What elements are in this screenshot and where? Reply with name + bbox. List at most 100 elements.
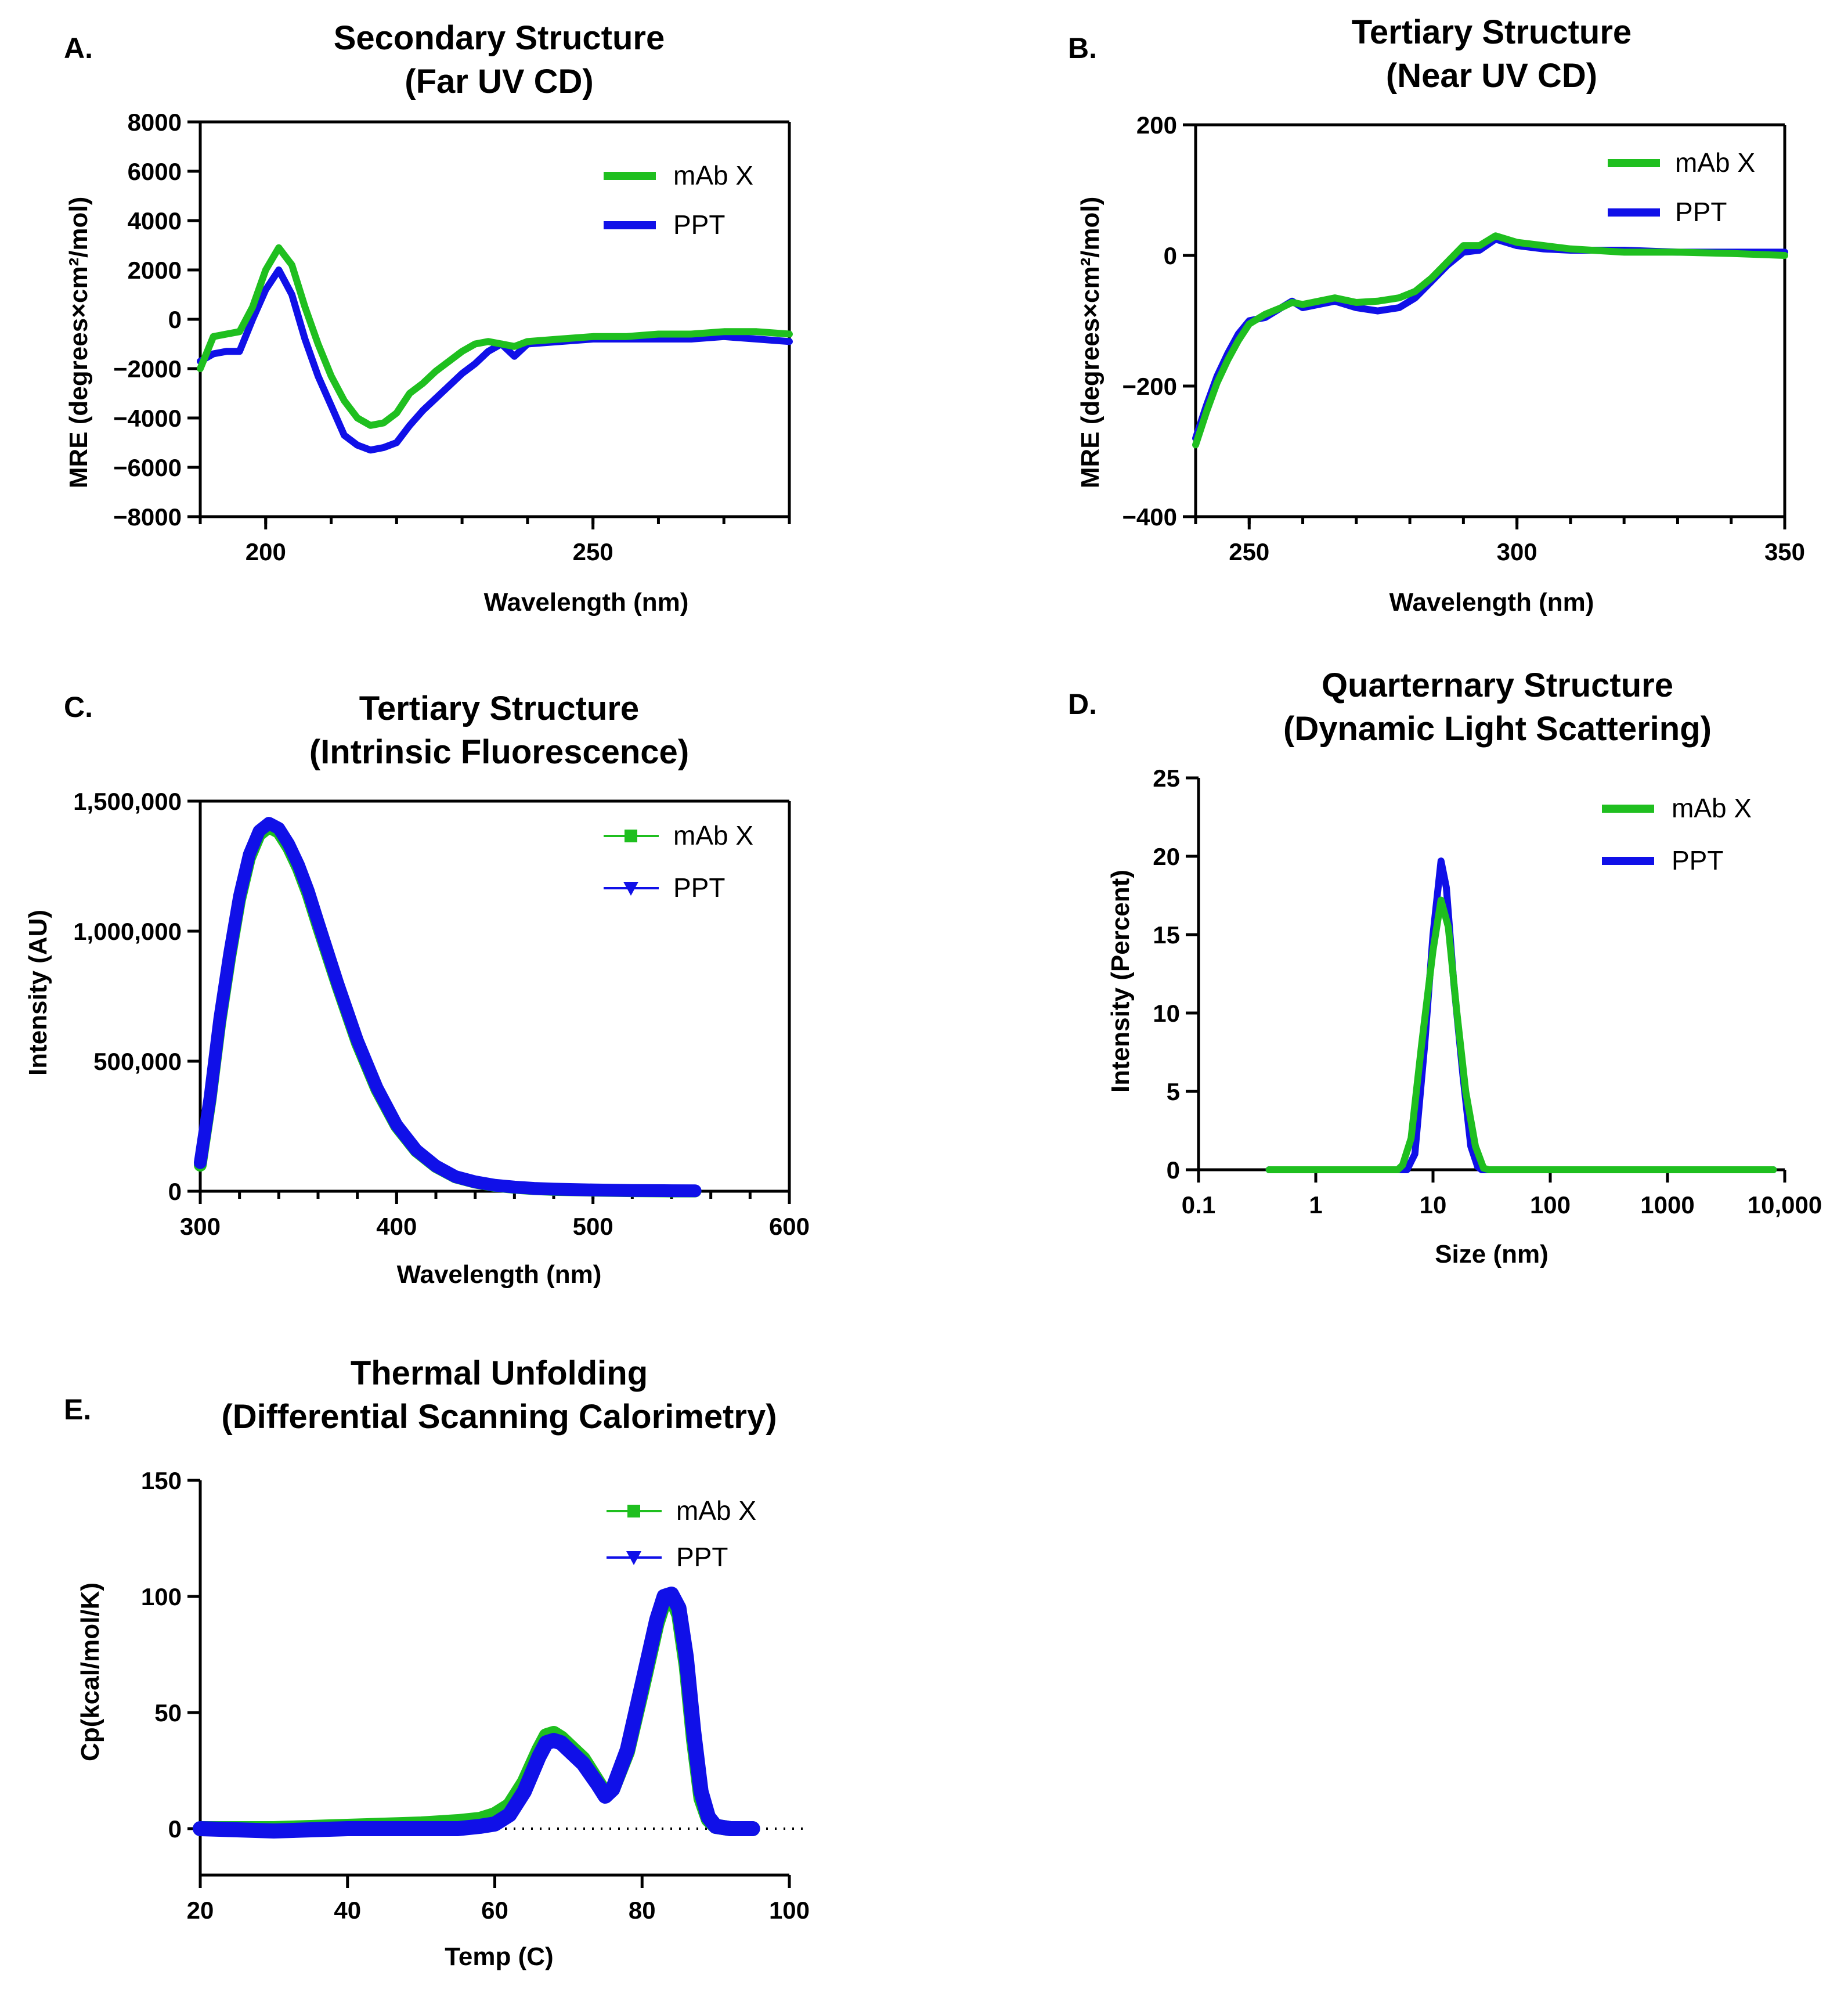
- panel-b-y-tick-label: 200: [1136, 111, 1177, 139]
- panel-b-y-tick-label: −200: [1122, 373, 1177, 400]
- panel-b-y-tick-label: 0: [1164, 242, 1177, 269]
- panel-a-x-tick-label: 200: [246, 538, 286, 565]
- panel-c-label: C.: [64, 691, 93, 723]
- panel-c-title-line1: Tertiary Structure: [359, 690, 639, 727]
- panel-e-y-tick-label: 0: [168, 1815, 182, 1843]
- panel-c-legend-marker-triangle: [623, 882, 638, 896]
- panel-e-y-tick-label: 50: [154, 1699, 182, 1726]
- panel-d-title-line2: (Dynamic Light Scattering): [1283, 710, 1712, 748]
- panel-e-x-tick-label: 40: [334, 1897, 361, 1924]
- panel-d: D. Quarternary Structure (Dynamic Light …: [1068, 666, 1822, 1268]
- panel-d-title-line1: Quarternary Structure: [1322, 666, 1673, 704]
- panel-c-y-tick-label: 0: [168, 1178, 182, 1205]
- panel-d-y-tick-label: 0: [1167, 1156, 1180, 1184]
- panel-a-y-tick-label: 4000: [128, 207, 182, 235]
- panel-c-x-tick-label: 600: [769, 1213, 810, 1240]
- panel-d-y-tick-label: 15: [1153, 921, 1180, 949]
- panel-e-label: E.: [64, 1393, 91, 1426]
- panel-e-series-ppt-line: [193, 1587, 760, 1839]
- panel-e: E. Thermal Unfolding (Differential Scann…: [64, 1354, 810, 1971]
- panel-a-y-axis-label: MRE (degrees×cm²/mol): [64, 197, 93, 488]
- panel-d-x-tick-label: 1000: [1640, 1191, 1694, 1219]
- panel-e-legend-mab: mAb X: [676, 1495, 756, 1526]
- panel-d-y-tick-label: 10: [1153, 1000, 1180, 1027]
- panel-a-y-tick-label: −6000: [113, 454, 182, 481]
- panel-e-legend-marker-triangle: [626, 1551, 641, 1565]
- panel-b-x-tick-label: 350: [1764, 538, 1805, 565]
- panel-b-title-line2: (Near UV CD): [1386, 57, 1597, 95]
- panel-e-x-tick-label: 20: [187, 1897, 214, 1924]
- panel-a-series-ppt-line: [197, 266, 793, 454]
- panel-d-y-axis-label: Intensity (Percent): [1106, 870, 1135, 1093]
- panel-d-series-ppt-line: [1265, 857, 1777, 1173]
- panel-e-legend-ppt: PPT: [676, 1542, 728, 1572]
- panel-c-y-axis-label: Intensity (AU): [24, 910, 52, 1076]
- panel-e-y-tick-label: 150: [141, 1467, 182, 1494]
- panel-d-x-tick-label: 10: [1420, 1191, 1447, 1219]
- panel-e-legend-marker-square: [627, 1505, 640, 1517]
- panel-e-y-tick-label: 100: [141, 1583, 182, 1610]
- panel-b-series-mab-x-line: [1192, 232, 1788, 449]
- panel-e-y-axis-label: Cp(kcal/mol/K): [76, 1583, 104, 1761]
- panel-c-y-tick-label: 1,500,000: [73, 788, 182, 815]
- panel-e-title-line2: (Differential Scanning Calorimetry): [221, 1398, 777, 1436]
- panel-a-legend-mab: mAb X: [673, 160, 753, 190]
- panel-c-series-ppt-line: [194, 817, 702, 1198]
- panel-c-title-line2: (Intrinsic Fluorescence): [309, 733, 689, 771]
- panel-b-series-ppt-line: [1192, 235, 1788, 442]
- panel-a-series-mab-x-line: [197, 244, 793, 429]
- panel-d-x-tick-label: 0.1: [1182, 1191, 1215, 1219]
- panel-a-title-line1: Secondary Structure: [334, 19, 665, 57]
- panel-a-x-axis-label: Wavelength (nm): [484, 588, 689, 617]
- panel-c-x-tick-label: 300: [180, 1213, 221, 1240]
- panel-c-y-tick-label: 1,000,000: [73, 918, 182, 945]
- panel-e-x-tick-label: 60: [481, 1897, 508, 1924]
- panel-b-x-axis-label: Wavelength (nm): [1389, 588, 1594, 617]
- panel-c-series-mab-x-line: [194, 820, 702, 1198]
- panel-e-title-line1: Thermal Unfolding: [351, 1354, 648, 1392]
- panel-d-x-axis-label: Size (nm): [1435, 1240, 1549, 1268]
- panel-c-x-tick-label: 500: [573, 1213, 613, 1240]
- panel-d-y-tick-label: 5: [1167, 1078, 1180, 1105]
- panel-b: B. Tertiary Structure (Near UV CD) Wavel…: [1068, 13, 1805, 617]
- panel-c-legend-ppt: PPT: [673, 873, 725, 903]
- panel-d-series-mab-x-line: [1265, 896, 1777, 1173]
- panel-a-x-tick-label: 250: [573, 538, 613, 565]
- panel-e-x-tick-label: 100: [769, 1897, 810, 1924]
- panel-b-x-tick-label: 250: [1229, 538, 1269, 565]
- panel-d-legend-ppt: PPT: [1672, 845, 1723, 875]
- panel-b-legend-ppt: PPT: [1675, 197, 1727, 227]
- panel-c-x-axis-label: Wavelength (nm): [397, 1260, 602, 1289]
- panel-a: A. Secondary Structure (Far UV CD) Wavel…: [64, 19, 793, 617]
- panel-c: C. Tertiary Structure (Intrinsic Fluores…: [24, 690, 810, 1289]
- panel-a-legend-ppt: PPT: [673, 210, 725, 240]
- panel-e-x-axis-label: Temp (C): [445, 1942, 553, 1971]
- panel-a-label: A.: [64, 32, 93, 64]
- panel-b-y-axis-label: MRE (degrees×cm²/mol): [1076, 197, 1105, 488]
- panel-a-y-tick-label: 0: [168, 306, 182, 333]
- panel-a-y-tick-label: 8000: [128, 109, 182, 136]
- panel-b-title-line1: Tertiary Structure: [1352, 13, 1632, 51]
- panel-b-legend-mab: mAb X: [1675, 147, 1755, 178]
- panel-b-y-tick-label: −400: [1122, 503, 1177, 531]
- panel-d-label: D.: [1068, 688, 1097, 720]
- panel-b-label: B.: [1068, 32, 1097, 64]
- panel-c-legend-marker-square: [625, 830, 637, 842]
- panel-d-y-tick-label: 20: [1153, 843, 1180, 870]
- panel-c-x-tick-label: 400: [376, 1213, 417, 1240]
- panel-d-x-tick-label: 10,000: [1748, 1191, 1822, 1219]
- panel-e-x-tick-label: 80: [629, 1897, 656, 1924]
- panel-b-x-tick-label: 300: [1497, 538, 1537, 565]
- panel-c-legend-mab: mAb X: [673, 820, 753, 850]
- panel-a-y-tick-label: −2000: [113, 355, 182, 383]
- panel-d-y-tick-label: 25: [1153, 765, 1180, 792]
- panel-a-y-tick-label: 6000: [128, 158, 182, 185]
- panel-c-y-tick-label: 500,000: [93, 1048, 182, 1075]
- panel-a-title-line2: (Far UV CD): [405, 63, 593, 100]
- panel-d-x-tick-label: 1: [1309, 1191, 1322, 1219]
- panel-a-y-tick-label: 2000: [128, 257, 182, 284]
- panel-d-legend-mab: mAb X: [1672, 793, 1752, 823]
- panel-a-y-tick-label: −4000: [113, 405, 182, 432]
- panel-e-series-mab-x-line: [193, 1589, 760, 1836]
